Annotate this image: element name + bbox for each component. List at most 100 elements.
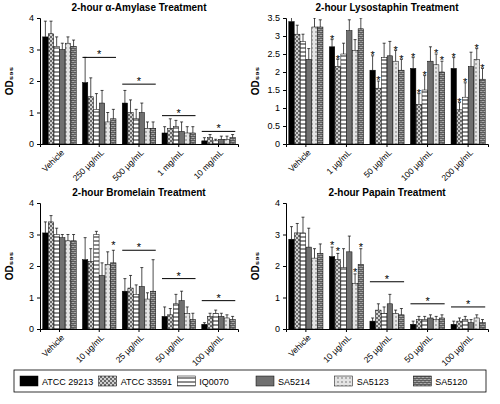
tick-label: 3 bbox=[29, 230, 34, 240]
tick-mark bbox=[59, 329, 60, 332]
error-line bbox=[308, 49, 309, 60]
tick-mark bbox=[283, 90, 286, 91]
bar bbox=[318, 253, 323, 329]
error-line bbox=[465, 316, 466, 319]
error-line bbox=[401, 309, 402, 315]
tick-mark bbox=[139, 329, 140, 332]
bar bbox=[94, 235, 99, 330]
error-cap bbox=[191, 313, 194, 314]
error-bar bbox=[174, 120, 177, 126]
error-cap bbox=[209, 313, 212, 314]
bar bbox=[399, 315, 404, 329]
bar bbox=[99, 103, 104, 144]
bar bbox=[48, 222, 53, 329]
error-bar bbox=[429, 315, 432, 318]
tick-mark bbox=[346, 329, 347, 332]
error-line bbox=[232, 135, 233, 138]
error-cap bbox=[481, 319, 484, 320]
error-line bbox=[343, 249, 344, 268]
error-cap bbox=[371, 317, 374, 318]
bar bbox=[202, 324, 207, 329]
error-line bbox=[124, 90, 125, 103]
error-line bbox=[308, 228, 309, 247]
bar bbox=[329, 257, 334, 329]
y-axis: 01234 bbox=[29, 13, 41, 149]
tick-label: 2.5 bbox=[267, 49, 280, 59]
error-line bbox=[389, 41, 390, 55]
error-cap bbox=[354, 39, 357, 40]
error-cap bbox=[464, 316, 467, 317]
series bbox=[71, 235, 235, 330]
error-line bbox=[291, 18, 292, 22]
bar bbox=[358, 29, 363, 144]
bar bbox=[65, 241, 70, 329]
error-bar bbox=[296, 25, 299, 34]
tick: 10 µg/mL bbox=[321, 329, 353, 365]
series bbox=[48, 21, 212, 144]
tick-mark bbox=[283, 18, 286, 19]
tick: 100 µg/mL bbox=[190, 329, 226, 368]
bar bbox=[468, 67, 473, 144]
error-bar bbox=[290, 227, 293, 240]
error-cap bbox=[400, 308, 403, 309]
tick-mark bbox=[283, 54, 286, 55]
error-cap bbox=[429, 46, 432, 47]
error-bar bbox=[214, 139, 217, 141]
series bbox=[289, 227, 457, 329]
error-cap bbox=[203, 322, 206, 323]
error-line bbox=[51, 216, 52, 222]
tick-label: 100 µg/mL bbox=[190, 332, 226, 368]
bar bbox=[173, 304, 178, 329]
significance-label: * bbox=[359, 241, 364, 253]
significance-label: * bbox=[440, 54, 445, 66]
error-bar bbox=[89, 78, 92, 97]
tick-label: Vehicle bbox=[286, 147, 313, 174]
tick: 0.5 bbox=[267, 121, 286, 131]
bar bbox=[451, 68, 456, 144]
y-axis: 01234 bbox=[29, 198, 41, 334]
bar bbox=[439, 318, 444, 329]
error-line bbox=[302, 217, 303, 233]
bar bbox=[105, 264, 110, 329]
annotations: **************** bbox=[330, 33, 485, 108]
error-bar bbox=[163, 127, 166, 133]
error-cap bbox=[112, 109, 115, 110]
tick-label: 3 bbox=[275, 230, 280, 240]
error-bar bbox=[152, 122, 155, 128]
error-line bbox=[232, 316, 233, 319]
significance-label: * bbox=[393, 44, 398, 56]
tick-label: 25 µg/mL bbox=[114, 332, 146, 364]
tick-label: 1 mg/mL bbox=[155, 147, 186, 178]
error-cap bbox=[225, 136, 228, 137]
tick-mark bbox=[218, 329, 219, 332]
error-line bbox=[192, 313, 193, 319]
bar bbox=[393, 313, 398, 329]
error-bar bbox=[101, 90, 104, 103]
bar bbox=[71, 241, 76, 329]
bar bbox=[451, 324, 456, 329]
tick-mark bbox=[37, 266, 40, 267]
panel: 01234Vehicle250 µg/mL500 µg/mL1 mg/mL10 … bbox=[29, 13, 239, 183]
error-line bbox=[291, 227, 292, 240]
error-cap bbox=[129, 99, 132, 100]
significance-label: * bbox=[376, 74, 381, 86]
error-bar bbox=[191, 313, 194, 319]
error-line bbox=[181, 122, 182, 131]
tick-mark bbox=[283, 298, 286, 299]
tick-label: 1 bbox=[275, 293, 280, 303]
error-bar bbox=[112, 109, 115, 118]
error-line bbox=[130, 100, 131, 113]
bar bbox=[224, 139, 229, 144]
error-cap bbox=[50, 215, 53, 216]
significance-label: * bbox=[480, 62, 485, 74]
error-line bbox=[85, 238, 86, 260]
error-line bbox=[430, 315, 431, 318]
tick-mark bbox=[283, 203, 286, 204]
tick: 1 mg/mL bbox=[155, 144, 186, 178]
error-cap bbox=[180, 291, 183, 292]
error-cap bbox=[290, 226, 293, 227]
significance-label: * bbox=[385, 273, 390, 285]
error-line bbox=[141, 268, 142, 287]
error-cap bbox=[359, 18, 362, 19]
bar bbox=[352, 283, 357, 329]
